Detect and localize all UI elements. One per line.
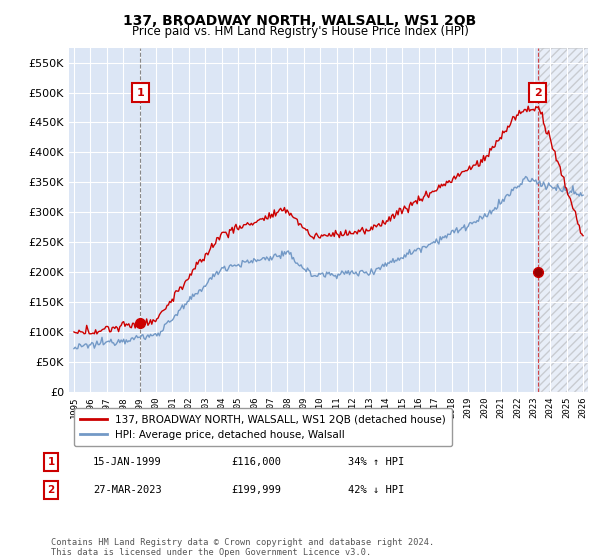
Text: 42% ↓ HPI: 42% ↓ HPI <box>348 485 404 495</box>
Text: 27-MAR-2023: 27-MAR-2023 <box>93 485 162 495</box>
Text: £199,999: £199,999 <box>231 485 281 495</box>
Text: 137, BROADWAY NORTH, WALSALL, WS1 2QB: 137, BROADWAY NORTH, WALSALL, WS1 2QB <box>124 14 476 28</box>
Legend: 137, BROADWAY NORTH, WALSALL, WS1 2QB (detached house), HPI: Average price, deta: 137, BROADWAY NORTH, WALSALL, WS1 2QB (d… <box>74 408 452 446</box>
Text: Contains HM Land Registry data © Crown copyright and database right 2024.
This d: Contains HM Land Registry data © Crown c… <box>51 538 434 557</box>
Text: 15-JAN-1999: 15-JAN-1999 <box>93 457 162 467</box>
Bar <box>539 48 591 392</box>
Text: Price paid vs. HM Land Registry's House Price Index (HPI): Price paid vs. HM Land Registry's House … <box>131 25 469 38</box>
Text: 1: 1 <box>136 87 144 97</box>
Text: 2: 2 <box>47 485 55 495</box>
Text: £116,000: £116,000 <box>231 457 281 467</box>
Bar <box>539 48 591 392</box>
Text: 1: 1 <box>47 457 55 467</box>
Text: 2: 2 <box>534 87 542 97</box>
Text: 34% ↑ HPI: 34% ↑ HPI <box>348 457 404 467</box>
